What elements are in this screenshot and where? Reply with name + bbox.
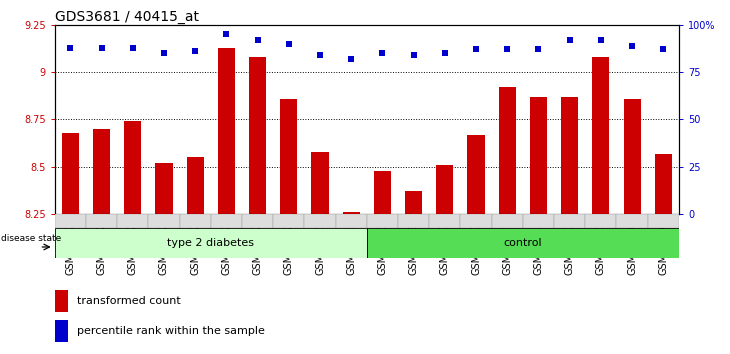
Bar [187,157,204,214]
Bar [499,87,516,214]
Bar [180,214,211,228]
Bar [55,290,69,312]
Bar [280,99,297,214]
Bar [492,214,523,228]
Bar [336,214,366,228]
Bar [155,163,172,214]
Bar [124,121,142,214]
Text: control: control [504,238,542,249]
Bar [616,214,648,228]
Point [127,45,139,50]
Bar [648,214,679,228]
Point [283,41,295,46]
Bar [242,214,273,228]
Bar [312,152,328,214]
Point [626,43,638,48]
Text: transformed count: transformed count [77,296,180,306]
Bar [437,165,453,214]
Bar [366,214,398,228]
Point [377,50,388,56]
Bar [374,171,391,214]
Bar [86,214,117,228]
Point [345,56,357,62]
Bar [467,135,485,214]
Bar [55,228,366,258]
Bar [55,214,86,228]
Point [658,47,669,52]
Bar [218,47,235,214]
Bar [398,214,429,228]
Point [252,37,264,43]
Point [314,52,326,58]
Bar [592,57,610,214]
Bar [623,99,641,214]
Bar [273,214,304,228]
Bar [429,214,461,228]
Point [408,52,420,58]
Bar [405,192,422,214]
Point [595,37,607,43]
Bar [93,129,110,214]
Bar [148,214,180,228]
Bar [304,214,336,228]
Bar [554,214,585,228]
Bar [117,214,148,228]
Point [189,48,201,54]
Text: GDS3681 / 40415_at: GDS3681 / 40415_at [55,10,199,24]
Point [96,45,107,50]
Point [470,47,482,52]
Bar [62,133,79,214]
Bar [366,228,679,258]
Text: percentile rank within the sample: percentile rank within the sample [77,326,264,336]
Point [220,32,232,37]
Bar [342,212,360,214]
Bar [55,320,69,342]
Bar [585,214,616,228]
Point [533,47,545,52]
Point [64,45,76,50]
Bar [561,97,578,214]
Point [502,47,513,52]
Point [158,50,170,56]
Text: disease state: disease state [1,234,61,243]
Bar [249,57,266,214]
Point [439,50,450,56]
Bar [211,214,242,228]
Bar [530,97,547,214]
Bar [461,214,492,228]
Bar [655,154,672,214]
Bar [523,214,554,228]
Point [564,37,575,43]
Text: type 2 diabetes: type 2 diabetes [167,238,254,249]
